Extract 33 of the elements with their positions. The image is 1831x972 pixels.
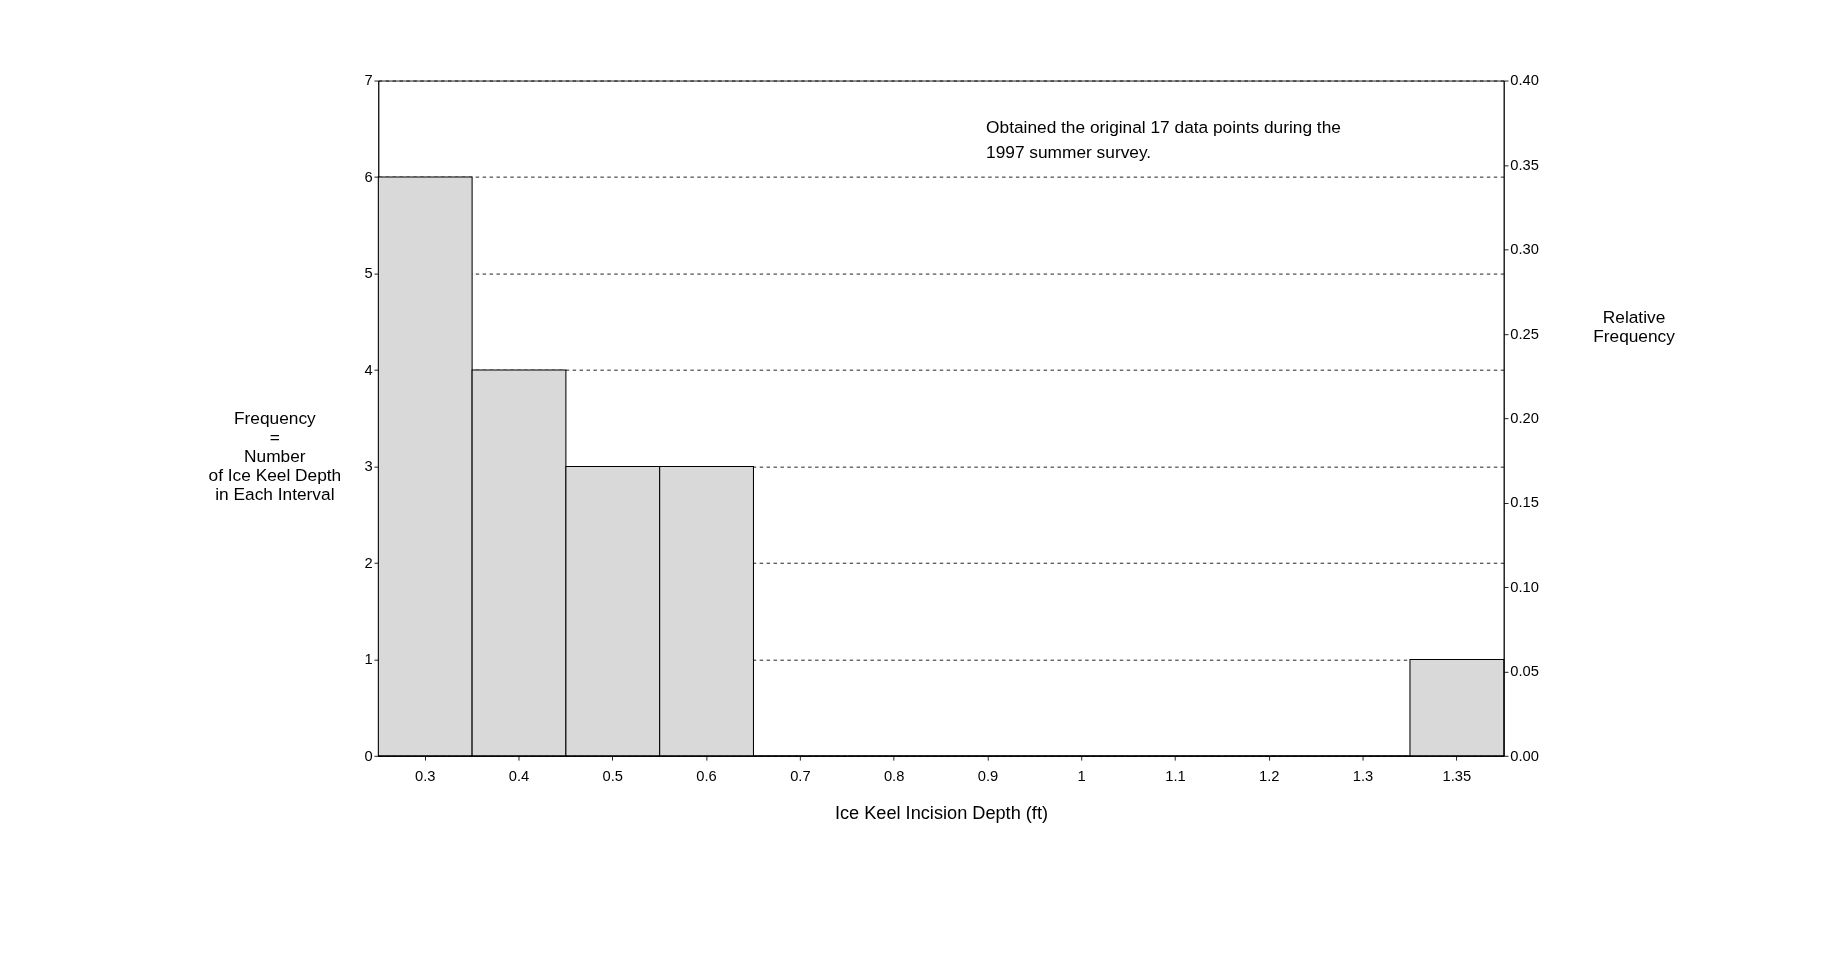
y2-tick-label: 0.05 — [1510, 663, 1539, 680]
y-tick-label: 0 — [364, 747, 373, 764]
y-tick-label: 2 — [364, 554, 373, 571]
y2-tick-label: 0.15 — [1510, 494, 1539, 511]
y-axis-title: Frequency = Number of Ice Keel Depth in Each Interval — [208, 407, 342, 505]
x-axis-title: Ice Keel Incision Depth (ft) — [834, 803, 1049, 824]
x-tick-label: 1.35 — [1442, 767, 1472, 784]
x-tick-label: 1.1 — [1165, 767, 1186, 784]
x-tick-label: 0.5 — [602, 767, 624, 784]
x-tick-label: 0.3 — [414, 767, 436, 784]
y2-tick-label: 0.20 — [1510, 409, 1539, 426]
y-tick-label: 6 — [364, 168, 373, 185]
x-tick-label: 0.4 — [508, 767, 530, 784]
y-tick-label: 3 — [364, 458, 373, 475]
x-tick-label: 0.8 — [883, 767, 905, 784]
x-tick-label: 0.9 — [977, 767, 999, 784]
y-tick-label: 4 — [364, 361, 373, 378]
y2-tick-label: 0.30 — [1510, 241, 1539, 258]
x-tick-label: 0.6 — [696, 767, 717, 784]
x-tick-label: 1 — [1077, 767, 1086, 784]
x-tick-label: 1.3 — [1352, 767, 1374, 784]
y2-tick-label: 0.40 — [1510, 72, 1539, 89]
y2-tick-label: 0.25 — [1510, 325, 1539, 342]
y2-tick-label: 0.10 — [1510, 578, 1539, 595]
annotation: Obtained the original 17 data points during the 1997 summer survey. — [986, 117, 1341, 162]
y-tick-label: 1 — [364, 651, 373, 668]
y2-axis-title: Relative Frequency — [1593, 306, 1676, 346]
y2-tick-label: 0.35 — [1510, 156, 1539, 173]
x-tick-label: 1.2 — [1259, 767, 1280, 784]
x-tick-label: 0.7 — [790, 767, 811, 784]
y2-tick-label: 0.00 — [1510, 747, 1539, 764]
y-tick-label: 5 — [364, 265, 373, 282]
y-tick-label: 7 — [364, 72, 373, 89]
